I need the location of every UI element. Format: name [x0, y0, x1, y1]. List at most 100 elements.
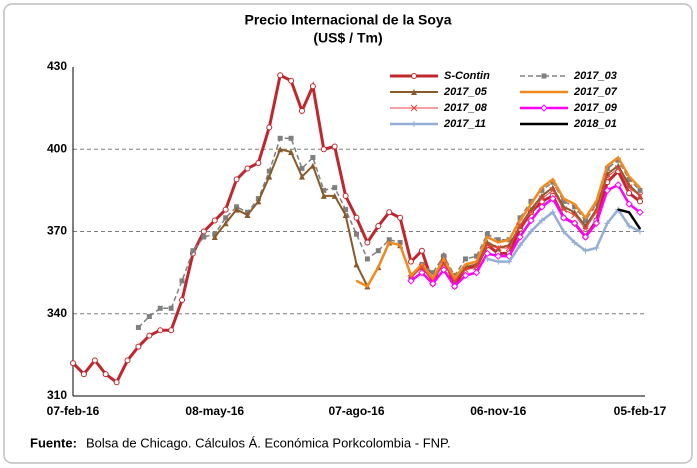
- marker: [581, 233, 590, 241]
- marker: [637, 187, 643, 193]
- marker: [135, 343, 142, 350]
- marker: [441, 253, 447, 259]
- point: [617, 208, 619, 211]
- point: [628, 175, 630, 178]
- point: [486, 236, 489, 238]
- marker: [615, 157, 621, 163]
- marker: [211, 217, 218, 224]
- marker: [364, 239, 371, 246]
- series-line: [410, 183, 641, 289]
- legend-label: 2017_08: [443, 102, 488, 114]
- x-tick-label: 05-feb-17: [614, 404, 667, 418]
- marker: [517, 215, 523, 221]
- marker: [364, 256, 370, 262]
- marker: [342, 212, 349, 219]
- marker: [506, 258, 513, 265]
- marker: [560, 228, 567, 235]
- marker: [233, 176, 240, 183]
- marker: [168, 305, 174, 311]
- y-tick-label: 370: [47, 224, 67, 238]
- marker: [604, 220, 611, 227]
- marker: [397, 214, 404, 221]
- marker: [332, 185, 338, 191]
- marker: [603, 186, 611, 195]
- legend-label: 2017_09: [573, 102, 618, 114]
- point: [541, 186, 543, 189]
- point: [617, 156, 619, 159]
- marker: [430, 270, 436, 276]
- x-tick-label: 07-feb-16: [47, 404, 100, 418]
- marker: [614, 165, 622, 172]
- marker: [582, 247, 589, 254]
- marker: [411, 121, 417, 127]
- point: [584, 216, 587, 219]
- marker: [320, 146, 327, 153]
- chart-subtitle: (US$ / Tm): [313, 30, 382, 46]
- marker: [411, 89, 417, 95]
- marker: [517, 242, 524, 249]
- point: [442, 258, 445, 260]
- marker: [571, 211, 578, 219]
- marker: [540, 104, 548, 112]
- marker: [593, 201, 599, 207]
- footer-label: Fuente:: [30, 435, 77, 450]
- marker: [222, 220, 229, 227]
- point: [377, 266, 380, 268]
- marker: [472, 268, 481, 277]
- point: [464, 263, 467, 266]
- marker: [593, 244, 600, 251]
- marker: [277, 146, 284, 153]
- marker: [91, 357, 98, 364]
- point: [355, 280, 358, 282]
- point: [639, 227, 641, 230]
- point: [432, 277, 434, 279]
- marker: [411, 73, 417, 79]
- marker: [386, 209, 393, 216]
- marker: [124, 357, 131, 364]
- marker: [450, 282, 459, 291]
- marker: [288, 77, 295, 84]
- marker: [516, 222, 524, 230]
- marker: [353, 261, 360, 268]
- marker: [320, 192, 327, 199]
- marker: [572, 204, 578, 210]
- marker: [266, 173, 273, 180]
- marker: [168, 327, 175, 334]
- point: [497, 241, 500, 244]
- point: [562, 197, 565, 200]
- marker: [570, 219, 579, 227]
- footer-text: Bolsa de Chicago. Cálculos Á. Económica …: [86, 435, 451, 450]
- marker: [266, 168, 272, 174]
- marker: [102, 371, 109, 378]
- marker: [244, 165, 251, 172]
- marker: [310, 154, 316, 160]
- marker: [255, 198, 262, 205]
- marker: [592, 219, 601, 227]
- marker: [299, 165, 305, 171]
- marker: [418, 268, 426, 277]
- marker: [146, 313, 152, 319]
- marker: [473, 253, 479, 259]
- x-tick-label: 07-ago-16: [328, 404, 384, 418]
- marker: [354, 231, 359, 237]
- marker: [440, 261, 448, 268]
- marker: [146, 332, 153, 339]
- point: [519, 219, 521, 222]
- marker: [375, 248, 381, 254]
- marker: [179, 278, 185, 284]
- y-tick-label: 430: [47, 59, 67, 73]
- marker: [484, 231, 490, 237]
- point: [453, 277, 456, 279]
- x-tick-label: 08-may-16: [185, 404, 244, 418]
- marker: [541, 73, 547, 79]
- series-line: [410, 167, 641, 282]
- marker: [321, 187, 327, 193]
- marker: [244, 212, 251, 219]
- marker: [410, 104, 418, 112]
- marker: [550, 179, 556, 185]
- marker: [484, 255, 491, 262]
- marker: [222, 206, 229, 213]
- marker: [527, 228, 534, 235]
